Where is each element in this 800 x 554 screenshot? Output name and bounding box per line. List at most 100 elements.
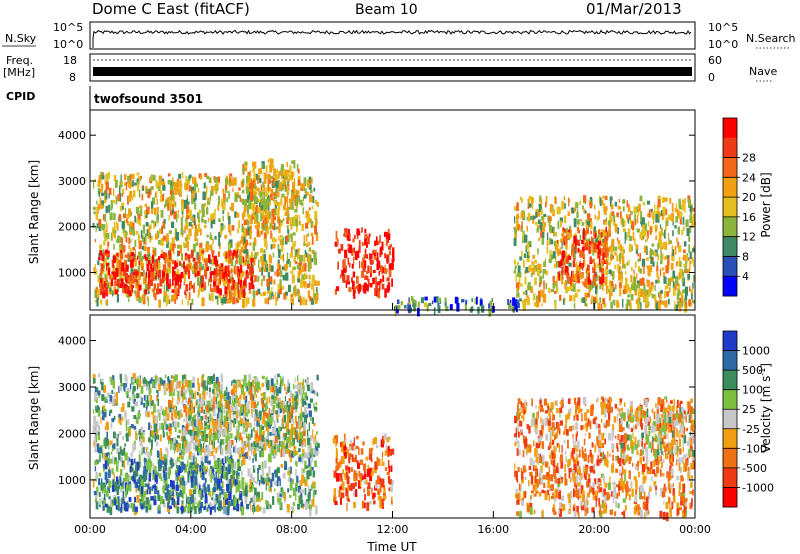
range-gate-cell bbox=[491, 298, 493, 303]
range-gate-cell bbox=[287, 259, 291, 263]
range-gate-cell bbox=[248, 456, 251, 461]
range-gate-cell bbox=[550, 288, 555, 292]
range-gate-cell bbox=[111, 499, 114, 504]
range-gate-cell bbox=[140, 431, 144, 439]
range-gate-cell bbox=[204, 258, 206, 263]
range-gate-cell bbox=[649, 248, 652, 258]
range-gate-cell bbox=[304, 476, 306, 484]
range-gate-cell bbox=[276, 201, 279, 206]
range-gate-cell bbox=[236, 503, 240, 512]
range-gate-cell bbox=[344, 249, 347, 259]
range-gate-cell bbox=[167, 202, 170, 211]
range-gate-cell bbox=[196, 506, 198, 514]
range-gate-cell bbox=[679, 211, 683, 216]
range-gate-cell bbox=[217, 278, 220, 286]
range-gate-cell bbox=[224, 422, 228, 431]
range-gate-cell bbox=[173, 243, 176, 249]
range-gate-cell bbox=[379, 252, 382, 258]
range-gate-cell bbox=[314, 460, 317, 467]
range-gate-cell bbox=[118, 498, 121, 504]
colorbar-swatch-2 bbox=[723, 236, 737, 257]
range-gate-cell bbox=[301, 274, 305, 281]
range-gate-cell bbox=[311, 274, 315, 282]
range-gate-cell bbox=[561, 240, 563, 249]
range-gate-cell bbox=[262, 181, 264, 190]
range-gate-cell bbox=[169, 254, 172, 260]
range-gate-cell bbox=[688, 299, 692, 306]
range-gate-cell bbox=[216, 181, 219, 188]
range-gate-cell bbox=[260, 184, 263, 191]
range-gate-cell bbox=[122, 403, 125, 412]
range-gate-cell bbox=[540, 209, 543, 215]
range-gate-cell bbox=[671, 256, 675, 262]
range-gate-cell bbox=[527, 198, 530, 206]
range-gate-cell bbox=[191, 470, 195, 479]
range-gate-cell bbox=[599, 197, 602, 207]
range-gate-cell bbox=[297, 248, 300, 252]
range-gate-cell bbox=[245, 299, 248, 307]
range-gate-cell bbox=[279, 181, 282, 190]
range-gate-cell bbox=[630, 284, 635, 291]
range-gate-cell bbox=[266, 214, 270, 223]
range-gate-cell bbox=[637, 280, 640, 286]
range-gate-cell bbox=[161, 485, 164, 491]
range-gate-cell bbox=[394, 305, 397, 314]
range-gate-cell bbox=[599, 279, 602, 284]
range-gate-cell bbox=[257, 207, 261, 214]
range-gate-cell bbox=[95, 434, 98, 443]
range-gate-cell bbox=[576, 209, 579, 217]
range-gate-cell bbox=[636, 285, 638, 291]
range-gate-cell bbox=[158, 262, 161, 270]
range-gate-cell bbox=[214, 483, 217, 491]
range-gate-cell bbox=[269, 281, 273, 285]
range-gate-cell bbox=[378, 288, 380, 292]
range-gate-cell bbox=[114, 289, 118, 295]
range-gate-cell bbox=[113, 461, 118, 465]
range-gate-cell bbox=[180, 226, 184, 232]
range-gate-cell bbox=[256, 187, 260, 192]
range-gate-cell bbox=[586, 225, 590, 234]
range-gate-cell bbox=[143, 457, 146, 463]
range-gate-cell bbox=[226, 298, 230, 304]
range-gate-cell bbox=[233, 288, 237, 297]
range-gate-cell bbox=[274, 374, 276, 379]
range-gate-cell bbox=[684, 266, 687, 272]
range-gate-cell bbox=[592, 258, 595, 263]
range-gate-cell bbox=[127, 175, 130, 184]
range-gate-cell bbox=[130, 260, 133, 268]
range-gate-cell bbox=[388, 250, 392, 256]
range-gate-cell bbox=[193, 475, 195, 484]
range-gate-cell bbox=[540, 289, 543, 297]
range-gate-cell bbox=[519, 256, 523, 261]
range-gate-cell bbox=[308, 207, 311, 211]
range-gate-cell bbox=[111, 260, 115, 268]
range-gate-cell bbox=[303, 452, 307, 459]
range-gate-cell bbox=[165, 282, 168, 291]
range-gate-cell bbox=[457, 297, 459, 303]
range-gate-cell bbox=[251, 429, 253, 438]
range-gate-cell bbox=[254, 192, 257, 196]
range-gate-cell bbox=[138, 454, 141, 463]
range-gate-cell bbox=[577, 247, 580, 253]
range-gate-cell bbox=[113, 188, 115, 196]
range-gate-cell bbox=[181, 299, 184, 305]
range-gate-cell bbox=[213, 474, 215, 481]
range-gate-cell bbox=[564, 215, 567, 224]
range-gate-cell bbox=[526, 295, 529, 299]
range-gate-cell bbox=[112, 455, 114, 465]
range-gate-cell bbox=[184, 506, 187, 513]
range-gate-cell bbox=[201, 277, 204, 286]
range-gate-cell bbox=[290, 506, 294, 511]
range-gate-cell bbox=[217, 478, 221, 487]
range-gate-cell bbox=[583, 195, 587, 203]
range-gate-cell bbox=[227, 278, 231, 284]
range-gate-cell bbox=[142, 186, 144, 191]
range-gate-cell bbox=[277, 418, 279, 423]
range-gate-cell bbox=[208, 440, 211, 445]
range-gate-cell bbox=[216, 413, 219, 420]
range-gate-cell bbox=[130, 268, 133, 274]
range-gate-cell bbox=[231, 406, 235, 415]
range-gate-cell bbox=[544, 261, 546, 267]
cpid-value: twofsound 3501 bbox=[94, 92, 203, 106]
range-gate-cell bbox=[347, 228, 350, 235]
